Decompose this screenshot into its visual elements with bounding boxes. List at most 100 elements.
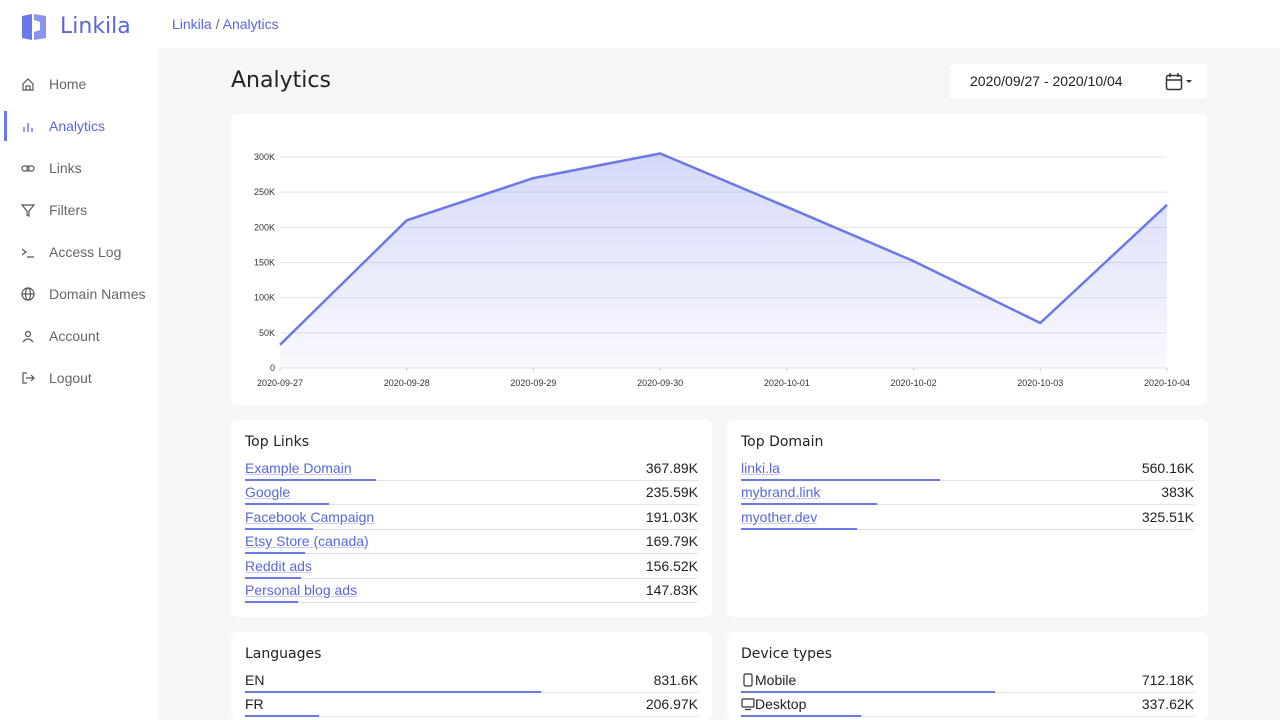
x-tick-label: 2020-10-01 — [764, 378, 810, 388]
list-row: mybrand.link 383K — [741, 484, 1194, 508]
nav-icon — [22, 372, 35, 384]
row-bar — [245, 691, 542, 693]
x-tick-label: 2020-10-04 — [1144, 378, 1190, 388]
nav-item[interactable]: Analytics — [0, 111, 158, 141]
row-track — [741, 480, 1194, 481]
list-row: Desktop 337.62K — [741, 696, 1194, 720]
y-tick-label: 150K — [254, 258, 275, 268]
x-tick-label: 2020-09-29 — [510, 378, 556, 388]
nav-item[interactable]: Home — [0, 69, 158, 99]
row-track — [245, 577, 698, 579]
list-row: Mobile 712.18K — [741, 672, 1194, 696]
row-value: 325.51K — [1141, 508, 1194, 525]
list-row: Reddit ads 156.52K — [245, 558, 698, 582]
row-label[interactable]: Reddit ads — [245, 557, 312, 574]
row-label-wrap: Facebook Campaign — [245, 509, 374, 525]
nav-item[interactable]: Domain Names — [0, 279, 158, 309]
row-label[interactable]: linki.la — [741, 460, 780, 476]
device-icon — [741, 698, 755, 711]
row-track — [245, 480, 698, 481]
y-tick-label: 300K — [254, 152, 275, 162]
y-tick-label: 0 — [270, 363, 275, 373]
row-bar — [245, 576, 301, 579]
x-tick-label: 2020-09-28 — [384, 378, 430, 388]
chart-card: 0 50K 100K 150K 200K 250K 300K 2020-09-27 2020-0… — [231, 114, 1207, 405]
row-label: EN — [245, 672, 265, 688]
row-track — [741, 504, 1194, 506]
card-title: Top Links — [245, 434, 310, 450]
card-title: Languages — [245, 646, 322, 662]
date-picker[interactable]: 2020/09/27 - 2020/10/04 — [950, 64, 1207, 99]
row-bar — [741, 715, 862, 718]
row-label[interactable]: Facebook Campaign — [245, 508, 375, 525]
row-bar — [245, 715, 319, 718]
chart: 0 50K 100K 150K 200K 250K 300K 2020-09-27 2020-0… — [254, 152, 1190, 388]
nav-label: Access Log — [49, 244, 122, 260]
list-row: Etsy Store (canada) 169.79K — [245, 533, 698, 557]
row-label: FR — [245, 696, 264, 713]
card: Languages EN 831.6K FR 206.97K — [231, 632, 712, 720]
list-row: Facebook Campaign 191.03K — [245, 509, 698, 533]
nav-icon — [23, 123, 33, 132]
x-tick-label: 2020-10-02 — [891, 378, 937, 388]
row-label[interactable]: myother.dev — [741, 508, 818, 525]
row-label[interactable]: Etsy Store (canada) — [245, 533, 369, 550]
row-bar — [741, 691, 995, 693]
y-tick-label: 200K — [254, 222, 275, 232]
area-fill — [280, 153, 1167, 368]
card: Top Links Example Domain 367.89K Google 235.… — [231, 420, 712, 617]
row-bar — [245, 601, 298, 603]
active-indicator — [4, 111, 7, 141]
card: Device types Mobile 712.18K Desktop 337.62K — [727, 632, 1208, 720]
x-tick-label: 2020-09-27 — [257, 378, 303, 388]
breadcrumb: Linkila / Analytics — [172, 16, 279, 32]
breadcrumb-item[interactable]: Linkila — [172, 16, 212, 32]
row-bar — [741, 479, 941, 481]
row-track — [245, 716, 698, 718]
row-label[interactable]: Google — [245, 484, 291, 501]
card-title: Top Domain — [741, 434, 824, 450]
row-track — [741, 528, 1194, 530]
row-label-wrap: Desktop — [741, 696, 806, 712]
row-value: 156.52K — [645, 557, 698, 574]
nav-item[interactable]: Filters — [0, 195, 158, 225]
row-label[interactable]: Example Domain — [245, 460, 352, 476]
nav-icon — [21, 204, 35, 217]
nav-icon — [22, 78, 34, 91]
calendar-icon — [1165, 73, 1192, 91]
nav-item[interactable]: Account — [0, 321, 158, 351]
nav-label: Domain Names — [49, 286, 146, 302]
row-label-wrap: Reddit ads — [245, 558, 312, 574]
row-bar — [245, 552, 306, 555]
nav-item[interactable]: Logout — [0, 363, 158, 393]
row-value: 169.79K — [645, 533, 698, 550]
x-tick-label: 2020-10-03 — [1017, 378, 1063, 388]
list-row: Personal blog ads 147.83K — [245, 582, 698, 606]
row-label-wrap: mybrand.link — [741, 484, 820, 500]
device-icon — [743, 673, 753, 687]
row-label: Desktop — [755, 696, 807, 713]
row-label-wrap: myother.dev — [741, 509, 817, 525]
row-label[interactable]: Personal blog ads — [245, 582, 358, 598]
page-title: Analytics — [231, 68, 331, 93]
nav-label: Links — [49, 160, 82, 176]
list-row: EN 831.6K — [245, 672, 698, 696]
row-label[interactable]: mybrand.link — [741, 484, 821, 501]
y-tick-label: 250K — [254, 187, 275, 197]
nav-item[interactable]: Access Log — [0, 237, 158, 267]
logo — [22, 14, 46, 40]
brand: Linkila — [60, 14, 131, 39]
nav-label: Home — [49, 76, 87, 92]
row-label-wrap: EN — [245, 672, 264, 688]
breadcrumb-item[interactable]: Analytics — [222, 16, 279, 32]
row-value: 367.89K — [645, 460, 698, 476]
row-label: Mobile — [755, 672, 797, 688]
nav-icon — [21, 165, 35, 172]
sidebar: Linkila Home Analytics Links Filters Access … — [0, 0, 158, 720]
row-value: 235.59K — [645, 484, 698, 501]
list-row: myother.dev 325.51K — [741, 509, 1194, 533]
nav-item[interactable]: Links — [0, 153, 158, 183]
row-label-wrap: Google — [245, 484, 290, 500]
nav-label: Analytics — [49, 118, 106, 134]
